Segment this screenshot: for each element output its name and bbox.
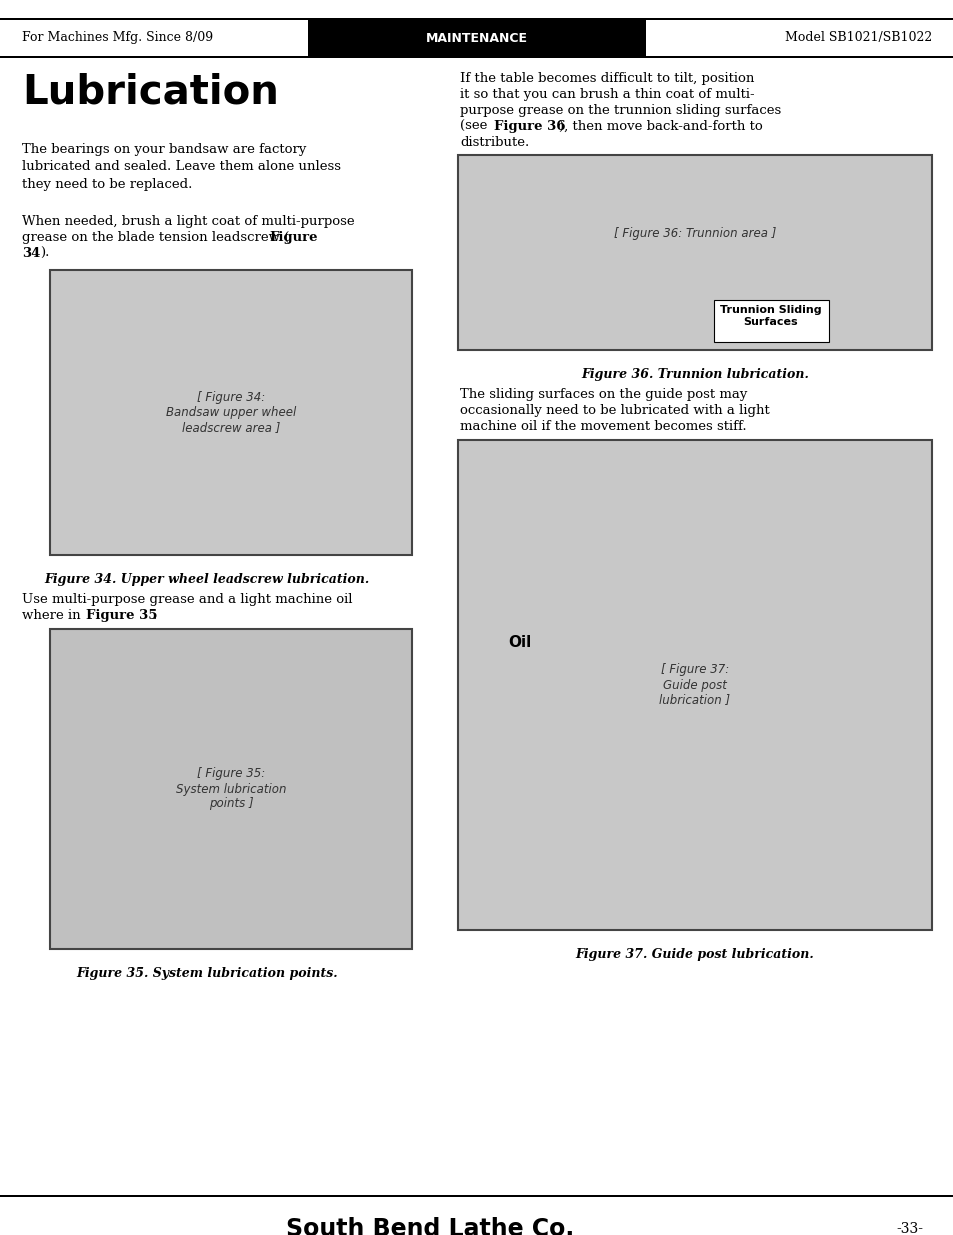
Text: grease on the blade tension leadscrew (: grease on the blade tension leadscrew ( — [22, 231, 289, 245]
Text: Figure 36. Trunnion lubrication.: Figure 36. Trunnion lubrication. — [580, 368, 808, 382]
Text: Figure: Figure — [269, 231, 317, 245]
Text: [ Figure 36: Trunnion area ]: [ Figure 36: Trunnion area ] — [613, 226, 776, 240]
Text: The bearings on your bandsaw are factory
lubricated and sealed. Leave them alone: The bearings on your bandsaw are factory… — [22, 143, 340, 191]
Bar — [0, 20, 953, 56]
Text: purpose grease on the trunnion sliding surfaces: purpose grease on the trunnion sliding s… — [459, 104, 781, 117]
Text: 34: 34 — [22, 247, 40, 261]
Text: -33-: -33- — [896, 1221, 923, 1235]
Text: [ Figure 37:
Guide post
lubrication ]: [ Figure 37: Guide post lubrication ] — [659, 663, 730, 706]
Text: MAINTENANCE: MAINTENANCE — [426, 32, 527, 44]
Bar — [0, 19, 953, 20]
Text: Figure 35. System lubrication points.: Figure 35. System lubrication points. — [76, 967, 337, 981]
Text: where in: where in — [22, 609, 85, 622]
Bar — [0, 56, 953, 58]
Bar — [308, 20, 645, 56]
Text: [ Figure 34:
Bandsaw upper wheel
leadscrew area ]: [ Figure 34: Bandsaw upper wheel leadscr… — [166, 391, 295, 433]
Text: Figure 34. Upper wheel leadscrew lubrication.: Figure 34. Upper wheel leadscrew lubrica… — [45, 573, 369, 585]
Text: occasionally need to be lubricated with a light: occasionally need to be lubricated with … — [459, 404, 769, 417]
Text: (see: (see — [459, 120, 491, 133]
Text: Lubrication: Lubrication — [22, 72, 278, 112]
Text: For Machines Mfg. Since 8/09: For Machines Mfg. Since 8/09 — [22, 32, 213, 44]
Text: machine oil if the movement becomes stiff.: machine oil if the movement becomes stif… — [459, 420, 746, 433]
Bar — [50, 270, 412, 555]
Bar — [457, 440, 931, 930]
Text: Figure 37. Guide post lubrication.: Figure 37. Guide post lubrication. — [575, 948, 814, 961]
Text: ).: ). — [40, 247, 50, 261]
Text: Figure 36: Figure 36 — [494, 120, 565, 133]
Text: South Bend Lathe Co.: South Bend Lathe Co. — [286, 1216, 574, 1235]
Text: Oil: Oil — [507, 635, 531, 650]
Text: Model SB1021/SB1022: Model SB1021/SB1022 — [784, 32, 931, 44]
Bar — [50, 629, 412, 948]
Bar — [457, 156, 931, 350]
Bar — [713, 300, 828, 342]
Text: The sliding surfaces on the guide post may: The sliding surfaces on the guide post m… — [459, 388, 746, 401]
Text: When needed, brush a light coat of multi-purpose: When needed, brush a light coat of multi… — [22, 215, 355, 228]
Text: Use multi-purpose grease and a light machine oil: Use multi-purpose grease and a light mac… — [22, 593, 352, 606]
Text: ), then move back-and-forth to: ), then move back-and-forth to — [558, 120, 762, 133]
Text: Trunnion Sliding
Surfaces: Trunnion Sliding Surfaces — [720, 305, 821, 327]
Text: Figure 35: Figure 35 — [86, 609, 157, 622]
Text: If the table becomes difficult to tilt, position: If the table becomes difficult to tilt, … — [459, 72, 754, 85]
Text: distribute.: distribute. — [459, 136, 529, 149]
Text: [ Figure 35:
System lubrication
points ]: [ Figure 35: System lubrication points ] — [175, 767, 286, 810]
Text: .: . — [152, 609, 157, 622]
Text: it so that you can brush a thin coat of multi-: it so that you can brush a thin coat of … — [459, 88, 754, 101]
Bar — [0, 1195, 953, 1197]
